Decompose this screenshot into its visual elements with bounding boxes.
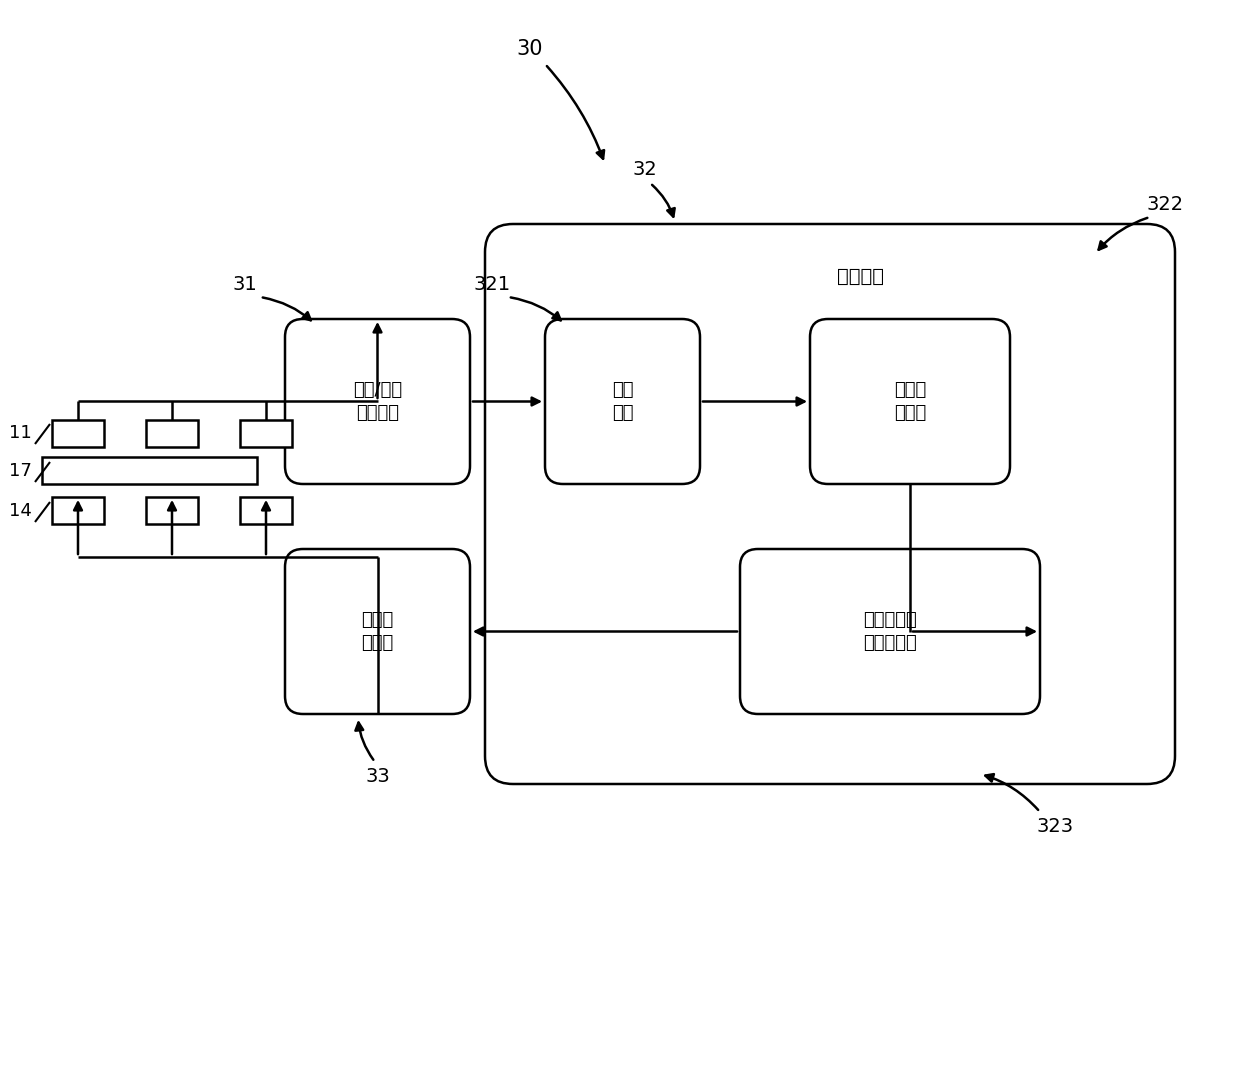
Text: 322: 322 bbox=[1147, 195, 1183, 213]
Text: 14: 14 bbox=[9, 502, 31, 521]
Text: 31: 31 bbox=[233, 274, 258, 294]
Bar bbox=[52, 497, 104, 524]
Text: 30: 30 bbox=[517, 39, 543, 59]
Text: 输出放
大单元: 输出放 大单元 bbox=[361, 611, 393, 652]
Text: 微控制器: 微控制器 bbox=[837, 267, 884, 285]
Bar bbox=[146, 497, 198, 524]
Text: 33: 33 bbox=[366, 768, 391, 786]
Text: 32: 32 bbox=[632, 159, 657, 179]
Text: 转速/转角
检测单元: 转速/转角 检测单元 bbox=[353, 381, 402, 423]
Bar bbox=[52, 420, 104, 446]
Text: 捕获
单元: 捕获 单元 bbox=[611, 381, 634, 423]
FancyBboxPatch shape bbox=[810, 319, 1011, 484]
Bar bbox=[241, 497, 291, 524]
Text: 转速控
制单元: 转速控 制单元 bbox=[894, 381, 926, 423]
Text: 驱动信号脉
宽调节单元: 驱动信号脉 宽调节单元 bbox=[863, 611, 916, 652]
Text: 11: 11 bbox=[9, 424, 31, 442]
FancyBboxPatch shape bbox=[546, 319, 701, 484]
FancyBboxPatch shape bbox=[740, 549, 1040, 714]
Text: 17: 17 bbox=[9, 462, 31, 480]
Bar bbox=[146, 420, 198, 446]
Text: 321: 321 bbox=[474, 274, 511, 294]
Bar bbox=[42, 457, 257, 484]
FancyBboxPatch shape bbox=[285, 549, 470, 714]
Text: 323: 323 bbox=[1037, 818, 1074, 836]
Bar bbox=[241, 420, 291, 446]
FancyBboxPatch shape bbox=[485, 224, 1176, 784]
FancyBboxPatch shape bbox=[285, 319, 470, 484]
